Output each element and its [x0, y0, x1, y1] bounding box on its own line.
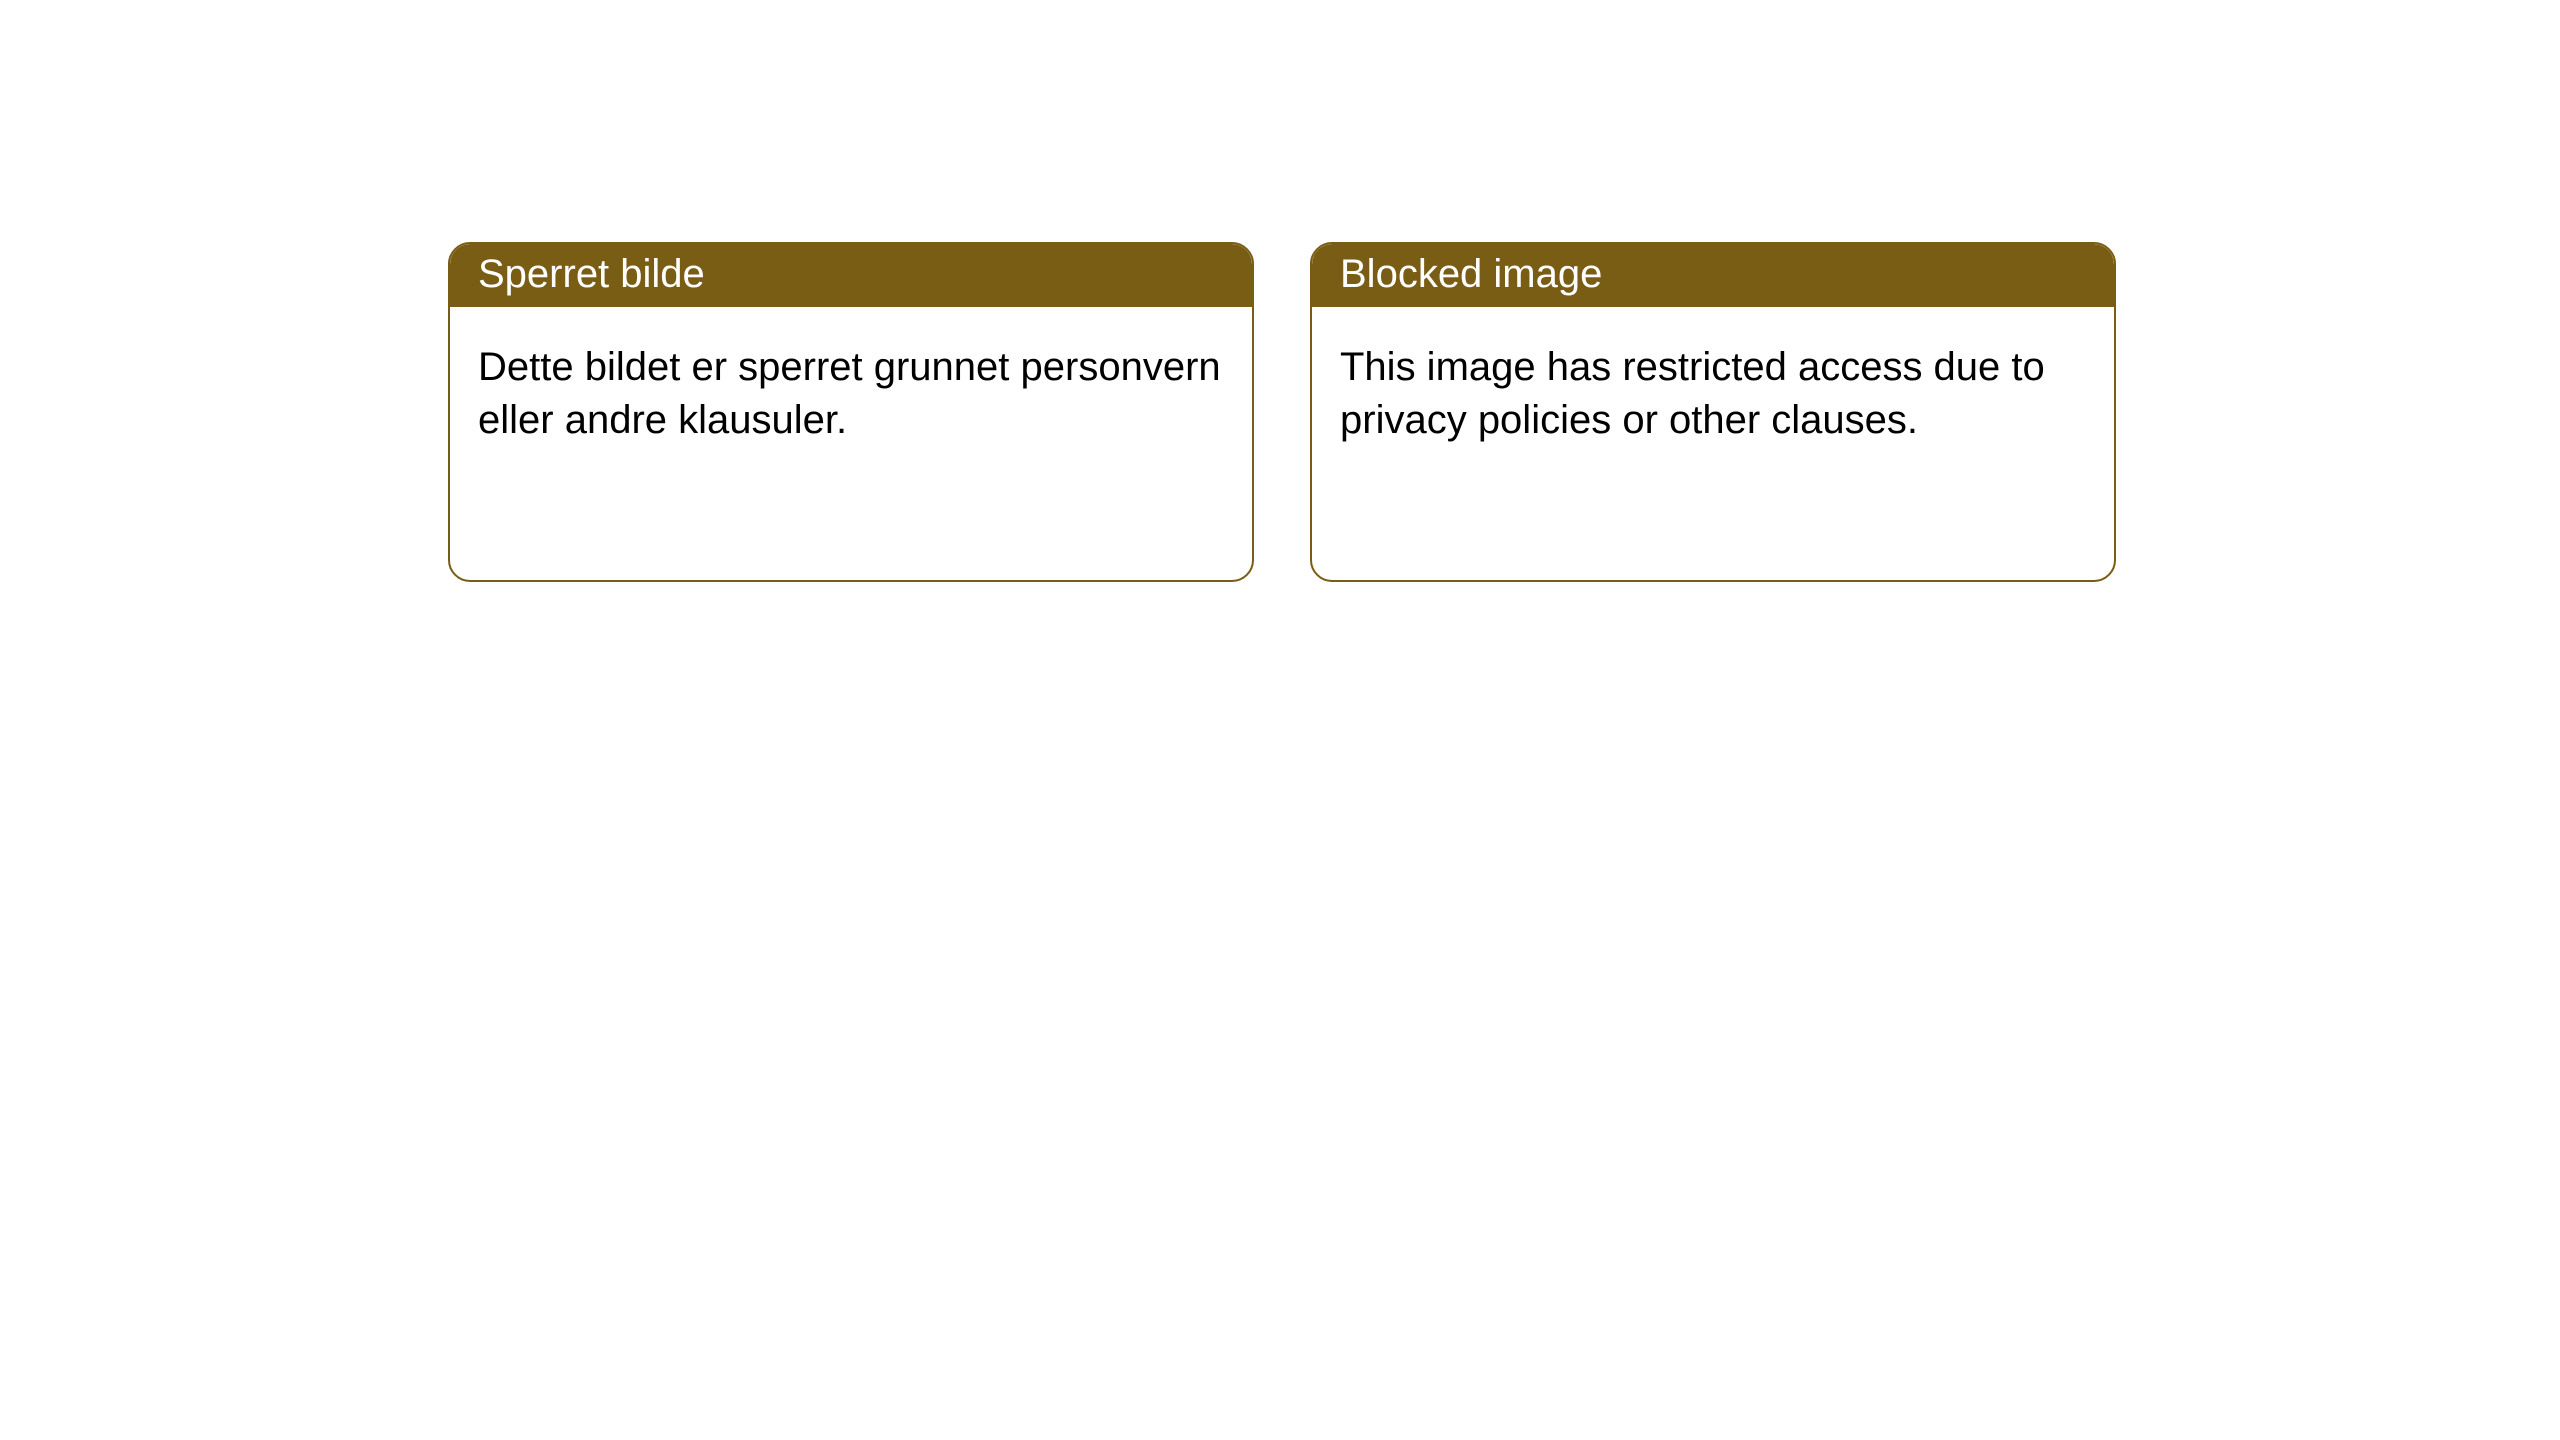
notice-box-norwegian: Sperret bilde Dette bildet er sperret gr…: [448, 242, 1254, 582]
notice-title: Sperret bilde: [450, 244, 1252, 307]
notice-container: Sperret bilde Dette bildet er sperret gr…: [0, 0, 2560, 582]
notice-body: Dette bildet er sperret grunnet personve…: [450, 307, 1252, 481]
notice-body: This image has restricted access due to …: [1312, 307, 2114, 481]
notice-title: Blocked image: [1312, 244, 2114, 307]
notice-box-english: Blocked image This image has restricted …: [1310, 242, 2116, 582]
